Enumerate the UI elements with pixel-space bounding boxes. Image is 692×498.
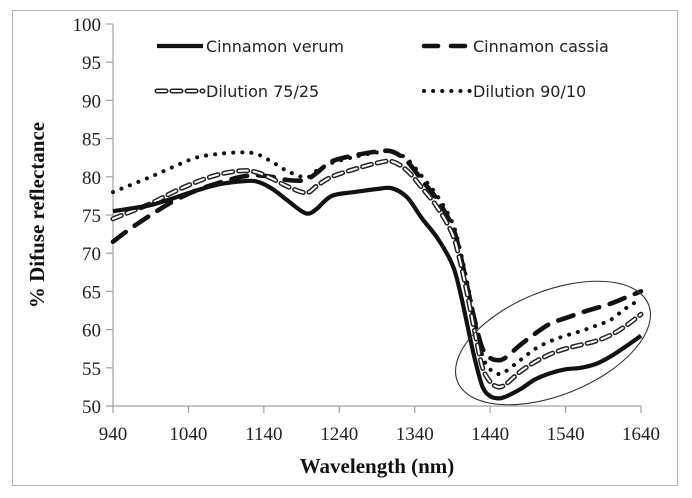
x-tick-label: 1240 <box>320 424 358 445</box>
x-tick-label: 1140 <box>245 424 282 445</box>
y-axis-title: % Difuse reflectance <box>25 122 49 308</box>
y-tick-label: 70 <box>82 244 101 265</box>
series-line-cinnamon-cassia <box>110 148 644 363</box>
axes: 50 55 60 65 70 75 80 85 90 95 100 940 1040 1140 1240 13… <box>73 15 661 445</box>
series-line-cinnamon-verum <box>112 178 643 401</box>
x-tick-label: 940 <box>99 424 128 445</box>
highlight-ellipse <box>454 280 652 406</box>
legend-label-dilution-75-25: Dilution 75/25 <box>206 82 319 101</box>
legend-label-dilution-90-10: Dilution 90/10 <box>473 82 586 101</box>
x-tick-label: 1040 <box>169 424 207 445</box>
y-tick-label: 55 <box>82 359 101 380</box>
y-tick-label: 60 <box>82 321 101 342</box>
series-line-dilution-90-10 <box>111 149 643 377</box>
annotation-layer <box>454 280 652 406</box>
x-axis-title: Wavelength (nm) <box>300 454 455 478</box>
y-tick-label: 95 <box>82 53 101 74</box>
x-tick-label: 1640 <box>622 424 660 445</box>
x-tick-label: 1440 <box>471 424 509 445</box>
y-tick-label: 75 <box>82 206 101 227</box>
legend: Cinnamon verum Cinnamon cassia Dilution 75… <box>154 37 609 101</box>
y-tick-label: 100 <box>73 15 102 36</box>
series-layer <box>110 148 644 401</box>
y-tick-label: 90 <box>82 91 101 112</box>
series-line-dilution-75-25 <box>112 160 642 389</box>
legend-label-cinnamon-cassia: Cinnamon cassia <box>473 37 609 56</box>
y-tick-label: 85 <box>82 130 101 151</box>
x-tick-label: 1340 <box>396 424 434 445</box>
y-tick-label: 80 <box>82 168 101 189</box>
y-tick-label: 65 <box>82 282 101 303</box>
series-line-dilution-75-25 <box>110 158 644 390</box>
y-tick-label: 50 <box>82 397 101 418</box>
chart-frame <box>12 10 678 486</box>
legend-label-cinnamon-verum: Cinnamon verum <box>206 37 344 56</box>
x-tick-label: 1540 <box>547 424 585 445</box>
